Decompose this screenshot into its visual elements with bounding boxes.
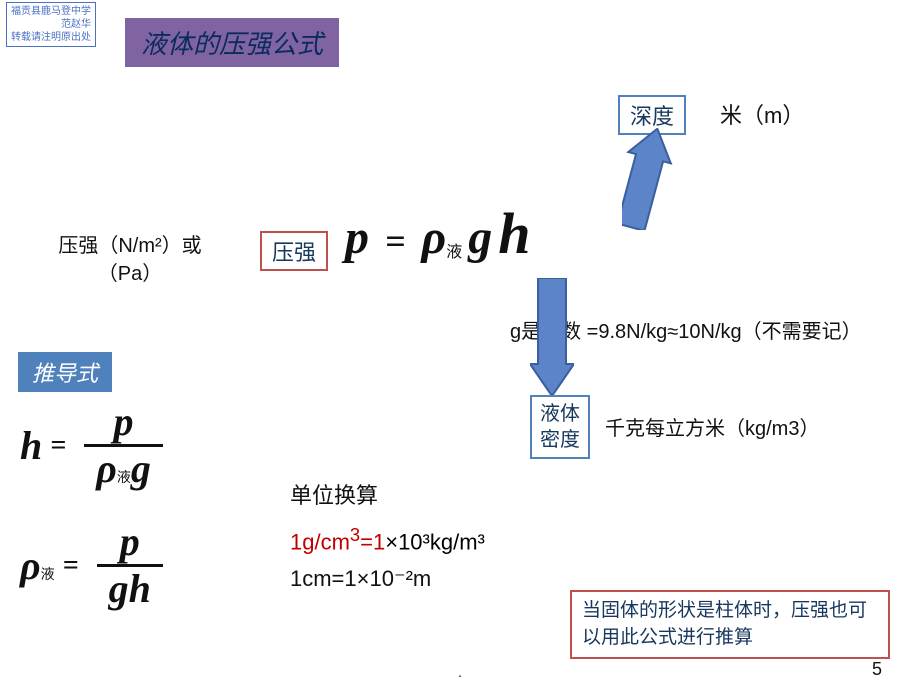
unit-line1-mid: =1 [360,529,385,554]
formula-rho-sub: 液 [446,238,462,262]
attribution-line2: 范赵华 [11,18,91,31]
unit-conversion-line2: 1cm=1×10⁻²m [290,566,431,592]
deriv2-lhs: ρ液 [20,542,55,589]
formula-p: p [345,210,369,265]
deriv1-den: ρ液g [84,447,163,491]
deriv1-den-rho: ρ [96,446,117,491]
page-number: 5 [872,659,882,680]
deriv1-den-sub: 液 [117,471,131,486]
depth-unit: 米（m） [720,98,804,130]
slide-title: 液体的压强公式 [125,18,339,67]
deriv1-num: p [102,400,146,444]
deriv1-lhs: h [20,422,42,469]
deriv1-fraction: p ρ液g [84,400,163,491]
derivation-h: h = p ρ液g [20,400,163,491]
attribution-line3: 转载请注明原出处 [11,31,91,44]
density-line1: 液体 [540,401,580,427]
deriv2-num: p [108,520,152,564]
deriv2-fraction: p gh [97,520,163,611]
unit-line1-right: ×10³kg/m³ [385,529,485,554]
density-unit: 千克每立方米（kg/m3） [605,412,819,441]
unit-line1-left: 1g/cm [290,529,350,554]
pressure-label-box: 压强 [260,231,328,271]
unit-conversion-line1: 1g/cm3=1×10³kg/m³ [290,524,485,555]
pressure-unit-line2: （Pa） [30,260,230,288]
deriv1-eq: = [50,430,66,462]
deriv2-lhs-sub: 液 [41,564,55,584]
footer-dot: . [458,664,462,680]
deriv2-lhs-rho: ρ [20,542,41,589]
main-formula: p = ρ液 g h [345,200,531,267]
attribution-line1: 福贡县鹿马登中学 [11,5,91,18]
deriv1-den-g: g [131,446,151,491]
deriv2-den: gh [97,567,163,611]
formula-g: g [468,210,492,265]
unit-line1-sup1: 3 [350,524,360,545]
derived-label: 推导式 [18,352,112,392]
unit-conversion-title: 单位换算 [290,478,378,510]
density-label-box: 液体 密度 [530,395,590,459]
formula-rho-sym: ρ [422,210,447,265]
attribution-box: 福贡县鹿马登中学 范赵华 转载请注明原出处 [6,2,96,47]
density-line2: 密度 [540,427,580,453]
formula-eq: = [385,220,406,262]
pressure-unit: 压强（N/m²）或 （Pa） [30,232,230,288]
arrow-depth-icon [622,128,674,230]
note-box: 当固体的形状是柱体时，压强也可以用此公式进行推算 [570,590,890,659]
derivation-rho: ρ液 = p gh [20,520,163,611]
formula-h: h [498,200,530,267]
arrow-density-icon [530,278,574,396]
formula-rho: ρ液 [422,210,463,265]
deriv2-eq: = [63,550,79,582]
pressure-unit-line1: 压强（N/m²）或 [30,232,230,260]
